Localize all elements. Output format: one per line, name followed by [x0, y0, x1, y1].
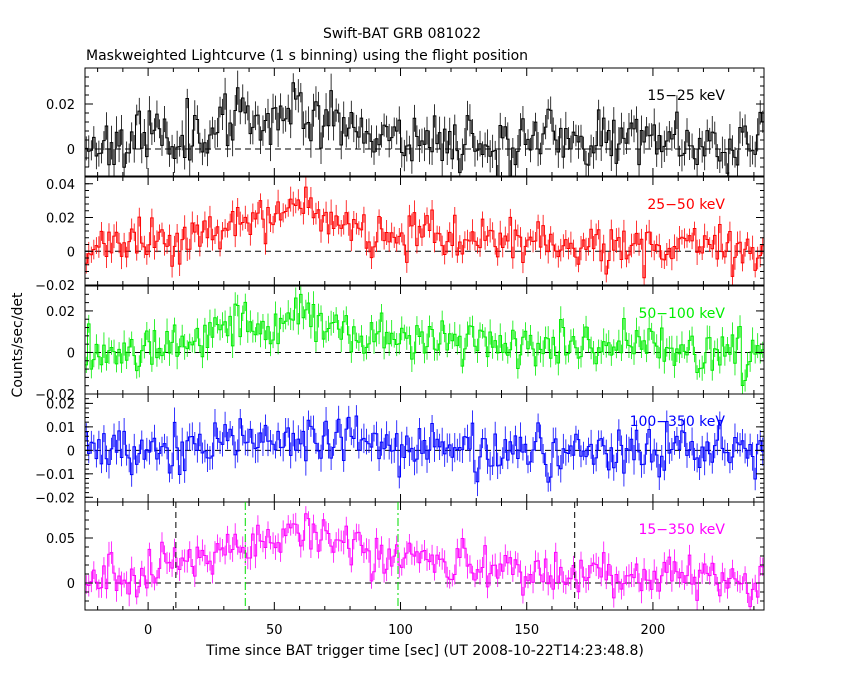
x-axis-label: Time since BAT trigger time [sec] (UT 20… — [205, 643, 644, 659]
panel-15-350-kev: 0 0.05 15−350 keV — [46, 501, 765, 611]
x-axis: 0 50 100 150 200 — [144, 623, 665, 638]
y-tick-label: 0.02 — [46, 98, 75, 113]
y-tick-label: 0 — [67, 577, 75, 592]
y-tick-label: 0 — [67, 143, 75, 158]
y-tick-label: −0.02 — [35, 279, 75, 294]
panel-25-50-kev: −0.02 0 0.02 0.04 25−50 keV — [35, 176, 765, 294]
markers-layer — [175, 502, 576, 610]
y-tick-label: 0 — [67, 444, 75, 459]
y-tick-label: 0.02 — [46, 212, 75, 227]
chart-subtitle: Maskweighted Lightcurve (1 s binning) us… — [86, 48, 528, 64]
panel-100-350-kev: −0.02 −0.01 0 0.01 0.02 100−350 keV — [35, 393, 765, 506]
band-label: 15−25 keV — [647, 88, 725, 104]
y-tick-label: 0 — [67, 245, 75, 260]
lightcurve-series — [85, 415, 764, 483]
chart-title: Swift-BAT GRB 081022 — [323, 26, 481, 42]
band-label: 15−350 keV — [638, 522, 725, 538]
y-tick-label: −0.02 — [35, 491, 75, 506]
lightcurve-errorbars — [85, 177, 764, 285]
y-tick-label: 0.02 — [46, 305, 75, 320]
x-tick-label: 50 — [266, 623, 283, 638]
y-tick-label: 0 — [67, 346, 75, 361]
y-tick-label: 0.04 — [46, 178, 75, 193]
x-tick-label: 100 — [388, 623, 413, 638]
y-axis-label: Counts/sec/det — [10, 292, 26, 397]
panel-50-100-kev: −0.02 0 0.02 50−100 keV — [35, 285, 765, 403]
y-tick-label: 0.05 — [46, 532, 75, 547]
y-tick-label: −0.01 — [35, 468, 75, 483]
lightcurve-series — [85, 513, 764, 608]
lightcurve-errorbars — [85, 286, 764, 394]
lightcurve-series — [85, 186, 764, 279]
y-tick-label: 0.02 — [46, 397, 75, 412]
x-tick-label: 200 — [641, 623, 666, 638]
band-label: 100−350 keV — [630, 414, 726, 430]
lightcurve-series — [85, 293, 764, 386]
lightcurve-series — [85, 82, 764, 176]
panel-15-25-kev: 0 0.02 15−25 keV — [46, 67, 765, 177]
band-label: 50−100 keV — [638, 306, 725, 322]
y-tick-label: −0.02 — [35, 388, 75, 403]
x-tick-label: 150 — [514, 623, 539, 638]
band-label: 25−50 keV — [647, 197, 725, 213]
x-tick-label: 0 — [144, 623, 152, 638]
y-tick-label: 0.01 — [46, 421, 75, 436]
